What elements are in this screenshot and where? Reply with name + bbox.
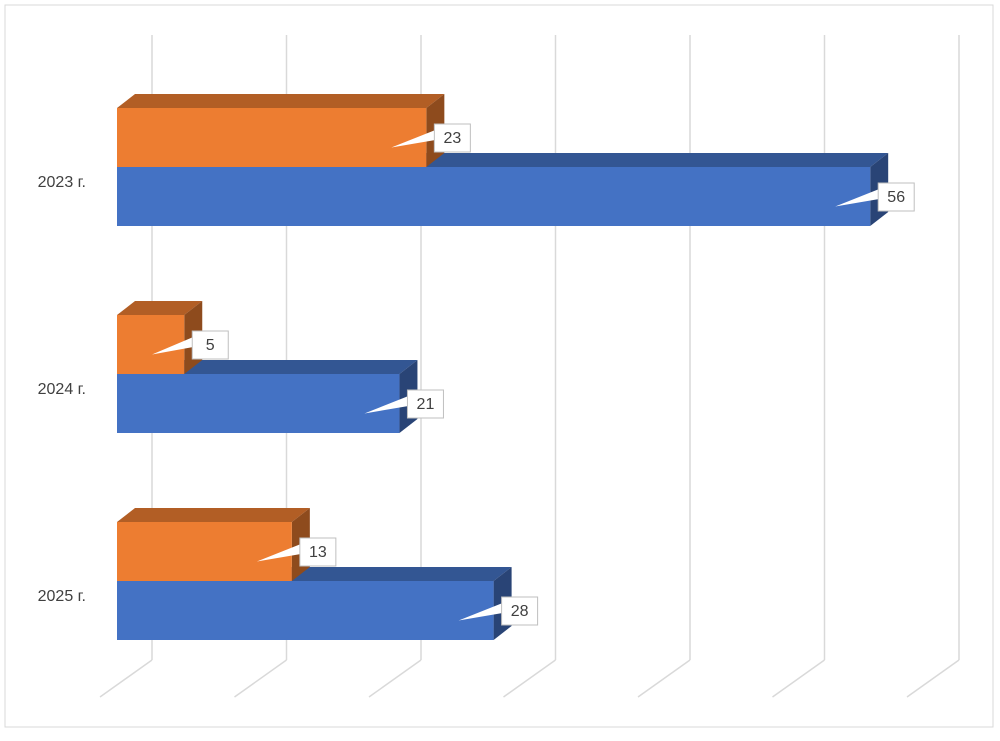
label-callout bbox=[256, 544, 301, 562]
floor-grid-line bbox=[99, 659, 153, 698]
label-callout bbox=[835, 189, 880, 207]
bar-front bbox=[117, 315, 185, 374]
floor-grid-line bbox=[772, 659, 825, 698]
bar-front bbox=[117, 581, 494, 640]
data-label: 23 bbox=[443, 130, 461, 147]
y-tick-label: 2023 г. bbox=[38, 174, 86, 191]
data-label: 21 bbox=[417, 396, 435, 413]
y-tick-label: 2025 г. bbox=[38, 588, 86, 605]
data-label-box bbox=[877, 182, 915, 212]
bar-front bbox=[117, 522, 292, 581]
data-label: 5 bbox=[206, 337, 215, 354]
bar-top bbox=[117, 508, 310, 522]
floor-grid-line bbox=[368, 659, 422, 698]
data-label-box bbox=[191, 330, 229, 360]
label-callout bbox=[458, 603, 503, 621]
bar bbox=[117, 301, 203, 374]
data-label: 13 bbox=[309, 544, 327, 561]
bar-top bbox=[117, 301, 203, 315]
data-label-box bbox=[433, 123, 471, 153]
bar-front bbox=[117, 167, 871, 226]
label-callout bbox=[152, 337, 194, 355]
bar bbox=[117, 567, 512, 640]
floor-grid-line bbox=[906, 659, 960, 698]
data-label-box bbox=[406, 389, 444, 419]
bar-front bbox=[117, 374, 400, 433]
bar bbox=[117, 508, 310, 581]
bar bbox=[117, 94, 445, 167]
data-label: 56 bbox=[887, 189, 905, 206]
label-callout bbox=[391, 130, 436, 148]
floor-grid-line bbox=[637, 659, 691, 698]
floor-grid-line bbox=[234, 659, 287, 698]
bar-top bbox=[117, 94, 445, 108]
data-label: 28 bbox=[511, 603, 529, 620]
floor-grid-line bbox=[503, 659, 556, 698]
data-label-box bbox=[501, 596, 539, 626]
label-callout bbox=[364, 396, 409, 414]
data-label-box bbox=[299, 537, 337, 567]
y-tick-label: 2024 г. bbox=[38, 381, 86, 398]
bar-front bbox=[117, 108, 427, 167]
